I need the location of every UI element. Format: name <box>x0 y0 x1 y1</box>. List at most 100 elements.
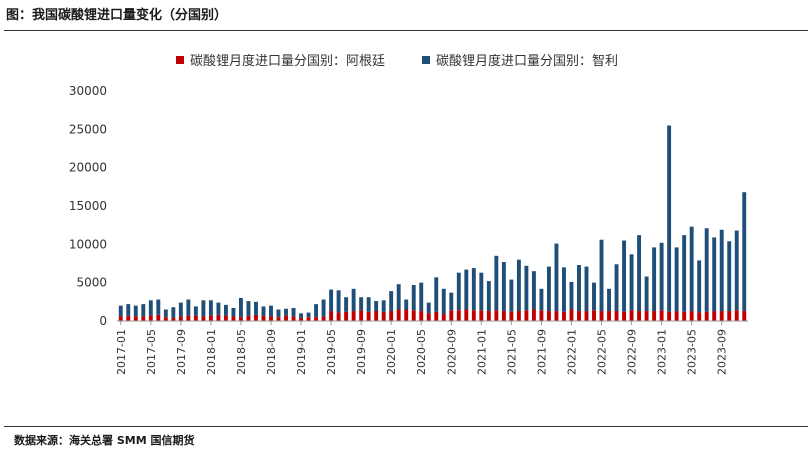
bar-argentina <box>426 313 431 321</box>
bar-chile <box>148 300 153 316</box>
bar-chile <box>712 237 717 312</box>
bar-chile <box>404 299 409 310</box>
figure-title: 图：我国碳酸锂进口量变化（分国别） <box>6 8 228 23</box>
bar-chile <box>516 259 521 312</box>
bar-argentina <box>193 315 198 321</box>
bar-argentina <box>186 315 191 321</box>
x-tick-label: 2020-01 <box>385 329 398 375</box>
bar-chile <box>156 299 161 315</box>
bar-chile <box>599 239 604 312</box>
x-tick-label: 2023-01 <box>656 329 669 375</box>
bar-argentina <box>667 311 672 321</box>
bar-argentina <box>607 311 611 321</box>
bar-argentina <box>516 311 521 321</box>
bar-chile <box>186 299 191 316</box>
bar-argentina <box>223 315 228 321</box>
bar-argentina <box>366 311 371 321</box>
bar-argentina <box>133 316 138 321</box>
bar-argentina <box>396 309 401 321</box>
bar-chile <box>479 272 484 311</box>
bar-chile <box>208 300 213 316</box>
x-tick-label: 2018-05 <box>235 329 248 375</box>
bar-argentina <box>329 311 334 321</box>
bar-argentina <box>208 315 213 321</box>
bar-argentina <box>629 310 634 321</box>
bar-argentina <box>689 311 694 321</box>
bar-argentina <box>584 311 589 321</box>
bar-chile <box>381 300 386 312</box>
bar-chile <box>389 291 394 312</box>
bar-chile <box>171 307 176 318</box>
bar-argentina <box>562 311 566 321</box>
bar-chile <box>201 300 206 317</box>
bar-argentina <box>321 316 326 321</box>
bar-chile <box>637 235 642 312</box>
bar-chile <box>299 313 303 318</box>
x-tick-label: 2018-01 <box>205 329 218 375</box>
x-tick-label: 2021-01 <box>475 329 488 375</box>
bar-argentina <box>381 311 386 321</box>
bar-chile <box>276 309 281 318</box>
y-tick-label: 30000 <box>69 84 107 98</box>
bar-argentina <box>276 317 281 321</box>
y-tick-label: 10000 <box>69 237 107 251</box>
bar-argentina <box>269 316 273 321</box>
bar-chile <box>193 306 198 316</box>
bar-chile <box>344 297 349 312</box>
bar-chile <box>426 302 431 314</box>
bar-chile <box>133 305 138 317</box>
bar-argentina <box>644 311 649 321</box>
bar-chile <box>569 281 574 310</box>
bar-argentina <box>494 310 499 321</box>
x-tick-label: 2022-09 <box>626 329 639 375</box>
bar-chile <box>494 255 499 311</box>
bar-chile <box>531 271 536 310</box>
bar-chile <box>697 260 702 313</box>
bar-argentina <box>441 314 446 321</box>
bar-argentina <box>344 311 349 321</box>
bar-chile <box>501 261 506 312</box>
bar-chile <box>291 307 296 317</box>
bar-chile <box>614 264 619 312</box>
bar-chile <box>374 301 379 312</box>
bar-chile <box>231 307 236 317</box>
bar-chile <box>261 306 266 316</box>
bar-chile <box>471 268 476 311</box>
y-tick-label: 20000 <box>69 161 107 175</box>
bar-argentina <box>419 311 424 321</box>
bar-argentina <box>254 314 258 321</box>
bar-chile <box>727 241 732 312</box>
bar-chile <box>629 254 634 311</box>
bar-argentina <box>314 317 319 321</box>
bar-argentina <box>261 315 266 321</box>
bar-chile <box>659 242 664 311</box>
bar-chile <box>411 284 416 311</box>
bar-argentina <box>682 311 687 321</box>
bar-chile <box>441 288 446 315</box>
x-tick-label: 2020-09 <box>445 329 458 375</box>
bar-argentina <box>486 311 491 321</box>
bar-argentina <box>126 315 131 321</box>
bar-argentina <box>299 317 303 321</box>
bar-argentina <box>374 311 379 321</box>
data-source-note: 数据来源：海关总署 SMM 国信期货 <box>14 434 195 447</box>
y-tick-label: 15000 <box>69 199 107 213</box>
bar-argentina <box>351 311 356 321</box>
bar-argentina <box>697 312 702 321</box>
bar-argentina <box>456 310 461 321</box>
bar-chile <box>554 243 559 312</box>
bar-chile <box>216 302 221 315</box>
x-tick-label: 2017-09 <box>175 329 188 375</box>
bar-argentina <box>449 310 454 321</box>
bar-argentina <box>712 311 717 321</box>
bar-argentina <box>306 317 311 321</box>
bar-chile <box>449 292 454 311</box>
bar-chile <box>719 229 724 312</box>
bar-argentina <box>171 317 176 321</box>
bar-chile <box>667 125 672 312</box>
bottom-divider <box>4 426 808 427</box>
bar-chile <box>419 282 424 312</box>
bar-argentina <box>659 310 664 321</box>
bar-argentina <box>404 309 409 321</box>
